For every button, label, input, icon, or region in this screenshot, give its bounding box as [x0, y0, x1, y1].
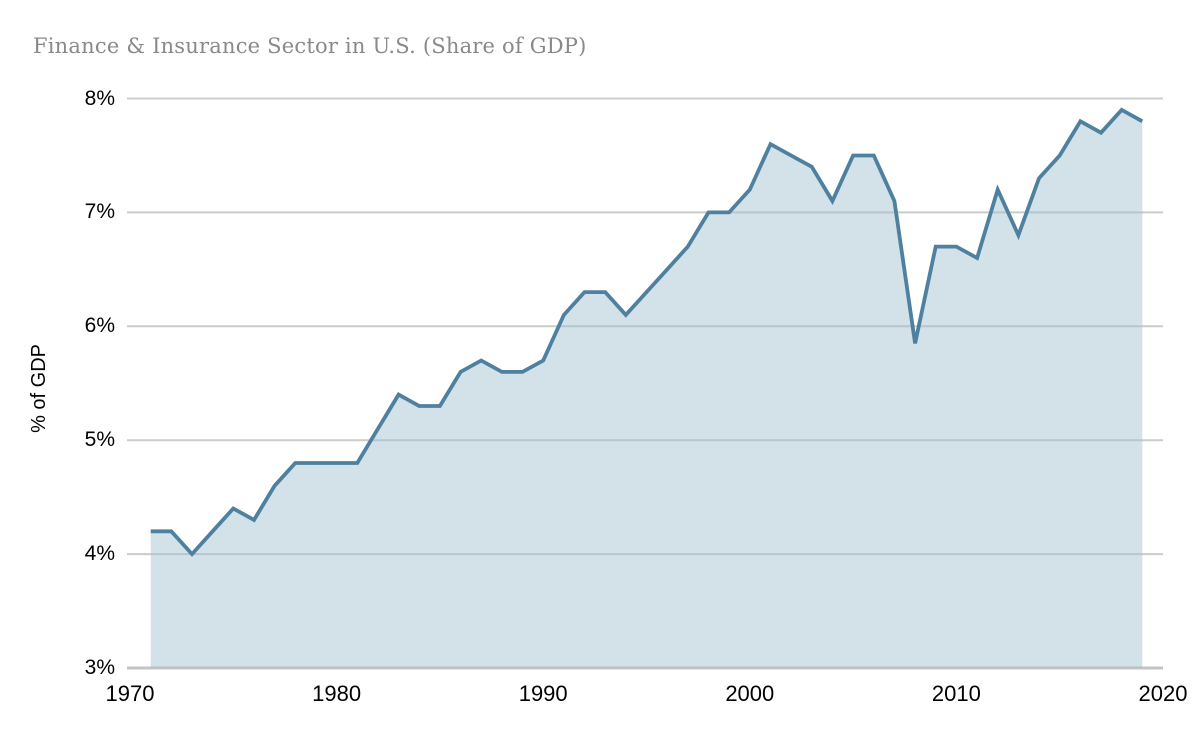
x-tick-label: 2020	[1138, 681, 1188, 706]
area-fill	[150, 109, 1143, 668]
y-tick-label: 8%	[84, 86, 115, 110]
x-tick-label: 1990	[518, 681, 568, 706]
chart-title: Finance & Insurance Sector in U.S. (Shar…	[33, 34, 587, 58]
y-tick-label: 3%	[84, 656, 115, 679]
x-tick-label: 1980	[312, 681, 362, 706]
y-tick-label: 6%	[84, 314, 115, 338]
x-tick-label: 1970	[105, 681, 155, 706]
y-tick-label: 7%	[84, 200, 115, 224]
data-line	[150, 107, 1144, 557]
x-tick-label: 2000	[725, 681, 775, 706]
x-tick-label: 2010	[931, 681, 981, 706]
y-tick-label: 5%	[84, 428, 115, 452]
y-tick-label: 4%	[84, 542, 115, 566]
